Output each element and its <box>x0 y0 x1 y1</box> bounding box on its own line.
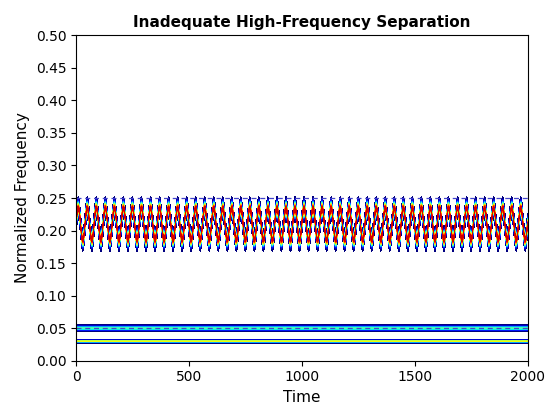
Title: Inadequate High-Frequency Separation: Inadequate High-Frequency Separation <box>133 15 470 30</box>
Y-axis label: Normalized Frequency: Normalized Frequency <box>15 113 30 284</box>
X-axis label: Time: Time <box>283 390 320 405</box>
